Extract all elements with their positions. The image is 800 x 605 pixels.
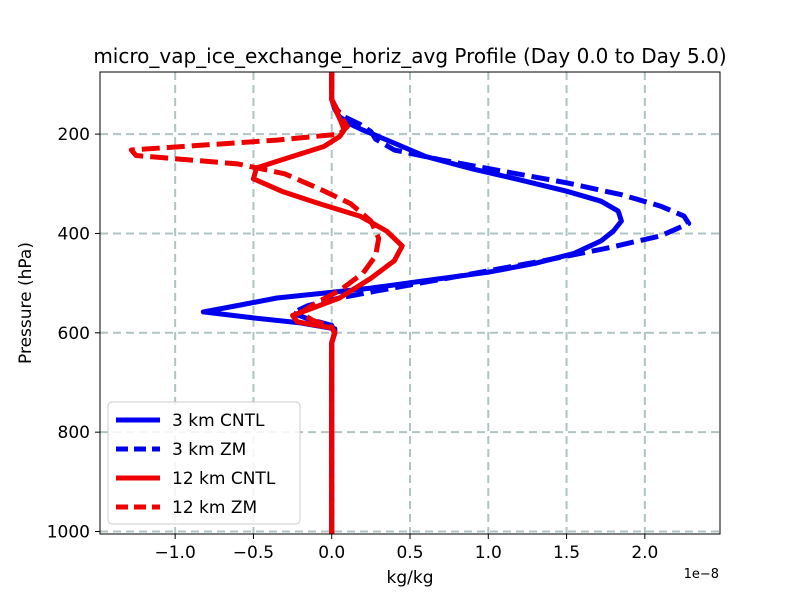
x-tick-label: 2.0: [631, 543, 658, 563]
y-axis-label: Pressure (hPa): [16, 242, 36, 364]
y-tick-label: 400: [58, 224, 90, 244]
y-tick-label: 600: [58, 324, 90, 344]
x-tick-label: −0.5: [233, 543, 274, 563]
axis-ticks: −1.0 −0.5 0.0 0.5 1.0 1.5 2.0 200 400 600 800 1000: [47, 125, 659, 563]
y-tick-label: 1000: [47, 523, 90, 543]
x-tick-label: 1.0: [475, 543, 502, 563]
x-axis-label: kg/kg: [387, 568, 434, 588]
x-tick-label: −1.0: [155, 543, 196, 563]
legend: 3 km CNTL 3 km ZM 12 km CNTL 12 km ZM: [107, 401, 301, 525]
x-tick-label: 0.5: [396, 543, 423, 563]
y-tick-label: 200: [58, 125, 90, 145]
legend-label-3-km-zm: 3 km ZM: [172, 440, 246, 460]
legend-box: [107, 401, 301, 525]
chart-title: micro_vap_ice_exchange_horiz_avg Profile…: [93, 44, 726, 68]
legend-label-3-km-cntl: 3 km CNTL: [172, 411, 265, 431]
legend-label-12-km-cntl: 12 km CNTL: [172, 469, 276, 489]
x-tick-label: 1.5: [553, 543, 580, 563]
x-tick-label: 0.0: [318, 543, 345, 563]
legend-label-12-km-zm: 12 km ZM: [172, 498, 257, 518]
series-layer: [128, 72, 692, 534]
x-axis-offset-label: 1e−8: [684, 567, 719, 582]
series-line-12-km-zm: [128, 72, 382, 534]
series-line-3-km-zm: [290, 72, 692, 534]
y-tick-label: 800: [58, 423, 90, 443]
